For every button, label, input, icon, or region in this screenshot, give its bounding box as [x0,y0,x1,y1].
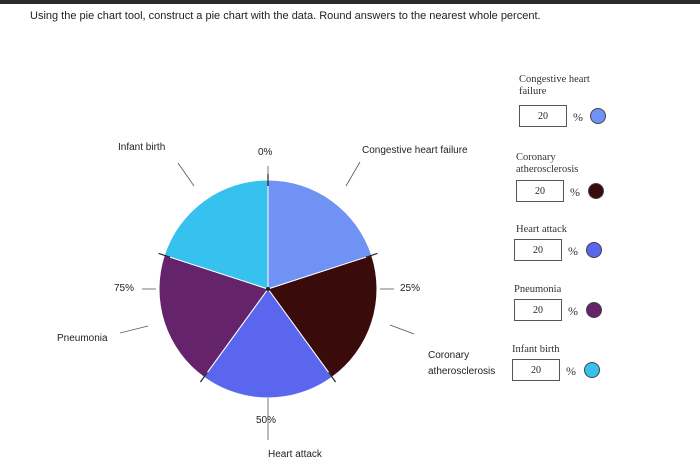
heart-attack-percent-input[interactable]: 20 [514,239,562,261]
leader-coronary [389,324,415,335]
percent-sign: % [568,244,578,258]
panel-label-pneumonia: Pneumonia [514,284,562,295]
infant-birth-percent-input[interactable]: 20 [512,359,560,381]
percent-sign: % [573,110,583,124]
pie-slice-heart-attack[interactable] [203,288,333,399]
coronary-color-swatch[interactable] [588,183,604,199]
percent-sign: % [566,364,576,378]
leader-infant-birth [177,162,195,187]
label-coronary-line2: atherosclerosis [428,366,496,377]
heart-attack-color-swatch[interactable] [586,242,602,258]
percent-sign: % [570,185,580,199]
window-top-bar [0,0,700,4]
leader-congestive [345,161,361,187]
pneumonia-percent-input[interactable]: 20 [514,299,562,321]
panel-label-heart-attack: Heart attack [516,224,568,235]
tick-label-25: 25% [400,283,421,294]
label-coronary-line1: Coronary [428,350,470,361]
panel-label-congestive: Congestive heart failure [519,74,590,97]
slice-boundary-handle[interactable] [328,371,337,383]
leader-pneumonia [119,325,149,334]
infant-birth-color-swatch[interactable] [584,362,600,378]
pie-slice-infant-birth[interactable] [163,179,269,290]
pie-slice-pneumonia[interactable] [158,254,269,378]
tick-label-0: 0% [258,147,273,158]
pneumonia-color-swatch[interactable] [586,302,602,318]
slice-boundary-handle[interactable] [365,252,378,258]
pie-slice-congestive-heart-failure[interactable] [267,179,373,290]
label-pneumonia: Pneumonia [57,333,108,344]
label-congestive-heart-failure: Congestive heart failure [362,145,468,156]
percent-sign: % [568,304,578,318]
tick-label-75: 75% [114,283,135,294]
panel-label-infant-birth: Infant birth [512,344,560,355]
instruction-text: Using the pie chart tool, construct a pi… [30,10,541,22]
label-heart-attack: Heart attack [268,449,322,460]
pie-slice-coronary-atherosclerosis[interactable] [267,254,378,378]
congestive-percent-input[interactable]: 20 [519,105,567,127]
coronary-percent-input[interactable]: 20 [516,180,564,202]
pie-center-dot [266,287,270,291]
panel-label-coronary: Coronary atherosclerosis [516,152,579,175]
slice-boundary-handle[interactable] [199,371,208,383]
congestive-color-swatch[interactable] [590,108,606,124]
tick-label-50: 50% [256,415,277,426]
label-infant-birth: Infant birth [118,142,166,153]
slice-boundary-handle[interactable] [158,252,171,258]
